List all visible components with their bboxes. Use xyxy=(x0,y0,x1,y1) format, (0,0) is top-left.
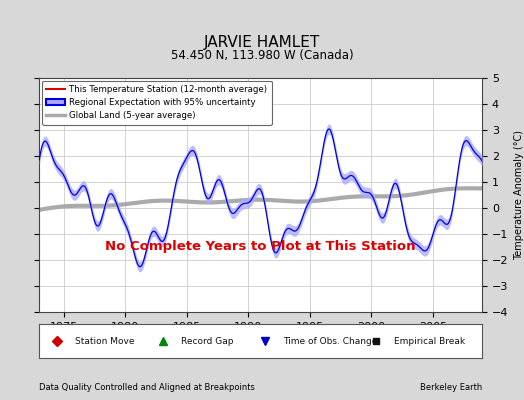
Text: Record Gap: Record Gap xyxy=(181,336,234,346)
Text: Station Move: Station Move xyxy=(75,336,134,346)
Y-axis label: Temperature Anomaly (°C): Temperature Anomaly (°C) xyxy=(514,130,524,260)
Legend: This Temperature Station (12-month average), Regional Expectation with 95% uncer: This Temperature Station (12-month avera… xyxy=(42,80,272,125)
Text: 54.450 N, 113.980 W (Canada): 54.450 N, 113.980 W (Canada) xyxy=(171,49,353,62)
Text: JARVIE HAMLET: JARVIE HAMLET xyxy=(204,35,320,50)
Text: Data Quality Controlled and Aligned at Breakpoints: Data Quality Controlled and Aligned at B… xyxy=(39,383,255,392)
Text: Berkeley Earth: Berkeley Earth xyxy=(420,383,482,392)
Text: Time of Obs. Change: Time of Obs. Change xyxy=(283,336,377,346)
Text: No Complete Years to Plot at This Station: No Complete Years to Plot at This Statio… xyxy=(105,240,416,253)
Text: Empirical Break: Empirical Break xyxy=(394,336,465,346)
